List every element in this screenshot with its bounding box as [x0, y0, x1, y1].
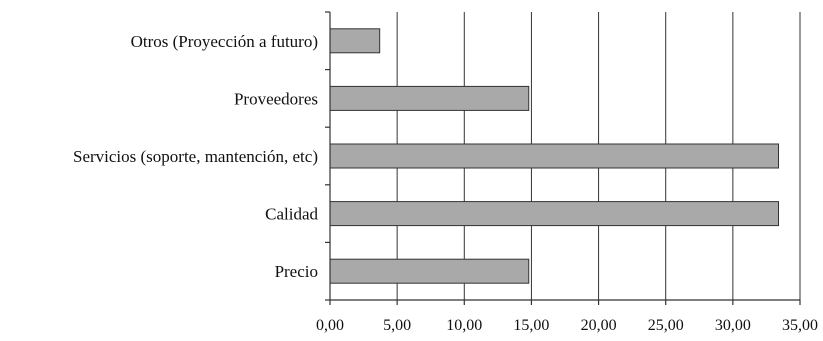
category-label: Calidad: [265, 205, 318, 224]
bar: [329, 143, 780, 169]
x-tick-label: 25,00: [648, 317, 684, 334]
category-label: Servicios (soporte, mantención, etc): [73, 147, 318, 166]
x-tick-label: 15,00: [513, 317, 549, 334]
x-tick-label: 35,00: [782, 317, 818, 334]
labels: 0,00 5,00 10,00 15,00 20,00 25,00 30,00 35,00 Pr…: [73, 32, 818, 334]
bar: [329, 258, 530, 284]
bar: [329, 85, 530, 111]
x-tick-label: 30,00: [715, 317, 751, 334]
category-label: Precio: [275, 262, 318, 281]
x-tick-label: 5,00: [383, 317, 411, 334]
category-label: Otros (Proyección a futuro): [131, 32, 318, 51]
axes: [325, 11, 801, 305]
x-tick-label: 20,00: [581, 317, 617, 334]
x-tick-label: 0,00: [316, 317, 344, 334]
x-tick-label: 10,00: [446, 317, 482, 334]
bars: [329, 28, 780, 284]
category-label: Proveedores: [234, 89, 318, 108]
bar: [329, 201, 780, 227]
bar: [329, 28, 381, 54]
